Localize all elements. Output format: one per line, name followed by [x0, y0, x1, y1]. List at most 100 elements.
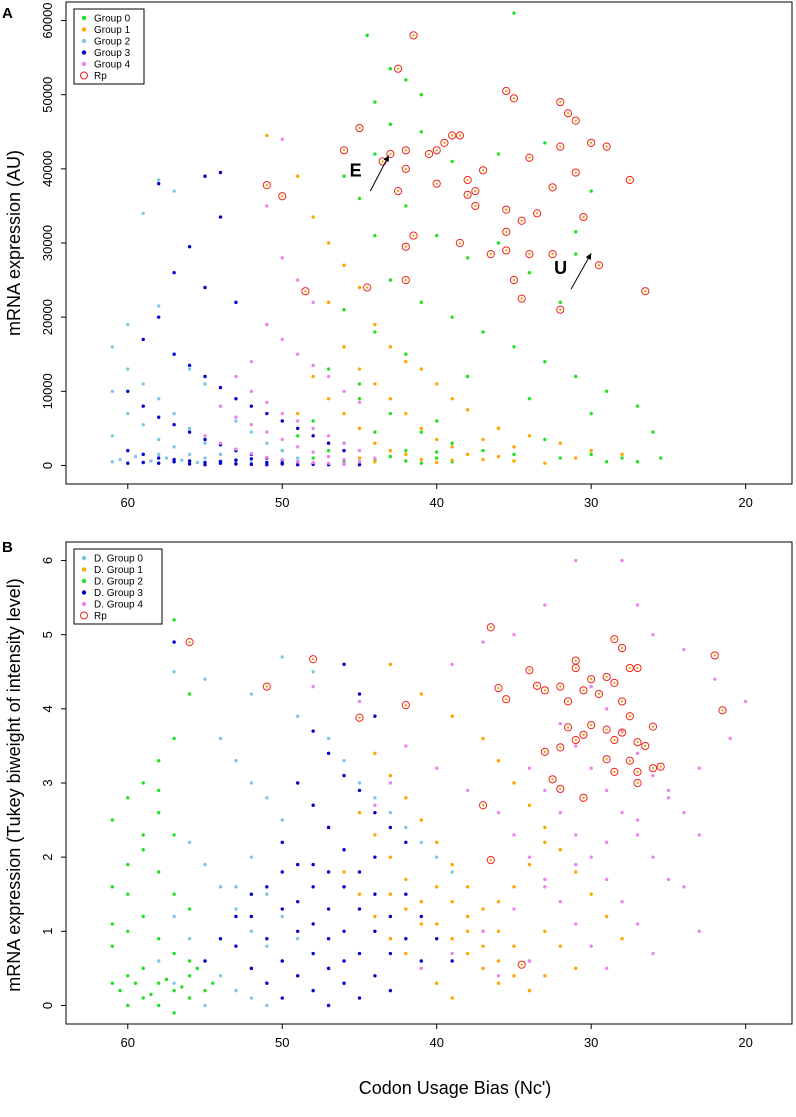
panel-b-data-point [450, 662, 454, 667]
panel-b-rp-marker [262, 682, 271, 691]
panel-b-data-point [450, 996, 454, 1000]
panel-b-data-point [558, 848, 562, 852]
panel-b-rp-marker-core [636, 781, 639, 785]
panel-b-data-point [342, 929, 346, 934]
panel-b-data-point [187, 907, 192, 911]
panel-a-data-point [496, 426, 501, 431]
panel-a-data-point [234, 415, 238, 419]
panel-b-data-point [141, 966, 145, 971]
panel-b-data-point [249, 929, 254, 934]
panel-a-annotation-label-1: U [554, 258, 567, 278]
panel-b-legend-swatch-2 [81, 578, 87, 584]
panel-b-data-point [172, 640, 176, 644]
panel-a-data-point [496, 241, 501, 245]
panel-b: B mRNA expression (Tukey biweight of int… [2, 539, 793, 1050]
panel-a-data-point [218, 452, 223, 457]
panel-a-rp-marker-core [474, 189, 477, 193]
panel-a-data-point [527, 270, 532, 275]
panel-a-data-point [280, 256, 284, 260]
panel-b-data-point [249, 892, 254, 896]
panel-a-rp-marker-core [644, 290, 647, 293]
panel-a-data-point [388, 397, 393, 401]
panel-a-rp-marker-core [559, 145, 562, 148]
panel-b-data-point [543, 825, 547, 830]
panel-a-rp-marker-core [551, 252, 554, 256]
panel-a-data-point [574, 456, 578, 460]
panel-a-data-point [172, 411, 176, 416]
panel-a-data-point [203, 434, 207, 438]
panel-a-data-point [218, 385, 223, 390]
panel-b-legend: D. Group 0D. Group 1D. Group 2D. Group 3… [73, 548, 163, 625]
panel-a-rp-marker [355, 123, 364, 133]
panel-b-data-point [156, 937, 161, 941]
panel-a-data-point [280, 411, 284, 416]
panel-b-data-point [326, 870, 331, 874]
panel-a-data-point [156, 437, 161, 442]
panel-a-data-point [543, 437, 547, 442]
panel-a-data-point [465, 374, 470, 379]
panel-a-data-point [558, 300, 562, 305]
panel-b-data-point [604, 707, 609, 711]
panel-b-data-point [249, 692, 254, 696]
panel-a-rp-marker [571, 168, 580, 177]
panel-a-data-point [203, 437, 207, 442]
panel-a-rp-marker [386, 149, 395, 159]
panel-a-data-point [296, 426, 300, 431]
panel-a-rp-marker [502, 227, 511, 236]
panel-b-data-point [357, 907, 362, 911]
panel-b-data-point [373, 751, 377, 756]
panel-b-rp-marker-core [543, 750, 547, 754]
panel-b-rp-marker [610, 678, 619, 687]
panel-a-data-point [574, 230, 578, 234]
panel-a-rp-marker-core [396, 67, 400, 70]
panel-b-x-tick-label-3: 30 [584, 1035, 598, 1050]
panel-b-rp-marker [641, 741, 650, 751]
panel-a-data-point [218, 404, 223, 408]
panel-b-data-point [574, 558, 578, 563]
panel-b-rp-marker [401, 701, 410, 710]
panel-b-data-point [311, 862, 315, 867]
panel-a-data-point [172, 189, 176, 193]
panel-b-data-point [180, 985, 184, 989]
panel-b-rp-marker-core [528, 669, 531, 672]
panel-a-data-point [373, 100, 377, 104]
panel-b-data-point [326, 1003, 331, 1008]
panel-b-rp-marker [563, 723, 573, 732]
panel-a-data-point [141, 460, 145, 465]
panel-b-data-point [373, 796, 377, 800]
panel-a-data-point [296, 352, 300, 356]
panel-b-data-point [635, 751, 640, 756]
panel-a-data-point [203, 463, 207, 467]
panel-a-data-point [156, 178, 161, 182]
panel-a-data-point [156, 456, 161, 460]
panel-b-data-point [156, 870, 161, 874]
panel-b-data-point [419, 899, 423, 904]
panel-b-data-point [172, 892, 176, 896]
panel-a-data-point [357, 456, 362, 460]
panel-a-data-point [141, 404, 145, 408]
panel-a-data-point [249, 422, 254, 427]
panel-b-data-point [326, 825, 331, 830]
panel-a-data-point [388, 278, 393, 282]
panel-b-rp-marker-core [559, 685, 562, 688]
panel-b-rp-marker [355, 713, 364, 722]
panel-a-data-point [450, 458, 454, 462]
panel-a-data-point [296, 463, 300, 467]
panel-b-rp-marker-core [636, 770, 639, 774]
panel-b-data-point [203, 988, 207, 993]
panel-b-data-point [589, 944, 593, 948]
panel-a-data-point [265, 204, 269, 208]
panel-b-series-d-group-3 [172, 640, 454, 1008]
panel-a-legend-swatch-2 [81, 38, 87, 44]
panel-a-rp-marker [301, 287, 310, 296]
panel-b-data-point [496, 899, 501, 904]
panel-a-rp-marker [571, 116, 580, 125]
panel-b-rp-marker [594, 689, 604, 699]
panel-a-data-point [311, 215, 315, 219]
panel-b-data-point [481, 944, 485, 948]
panel-a-y-tick-label-5: 50000 [40, 77, 55, 113]
panel-a-rp-marker-core [505, 230, 508, 234]
panel-b-data-point [450, 951, 454, 956]
panel-a-data-point [187, 363, 192, 368]
panel-b-data-point [589, 855, 593, 859]
